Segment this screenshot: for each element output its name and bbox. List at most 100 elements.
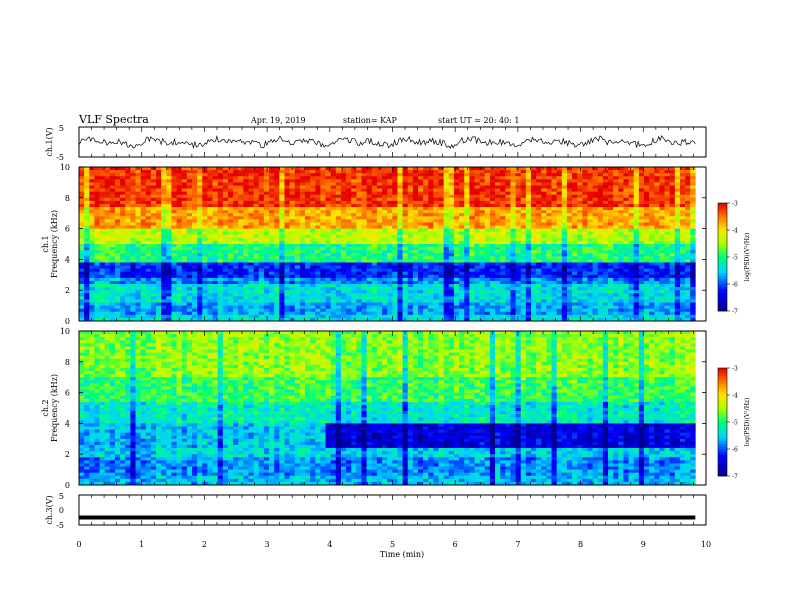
spectrogram-cell [274,228,280,232]
spectrogram-cell [79,253,85,257]
spectrogram-cell [459,203,465,208]
spectrogram-cell [202,259,208,263]
spectrogram-cell [279,185,285,189]
spectrogram-cell [669,179,676,183]
spectrogram-cell [181,210,188,214]
spectrogram-cell [587,277,593,282]
spectrogram-cell [387,185,393,189]
spectrogram-cell [192,259,198,263]
spectrogram-cell [525,234,532,239]
spectrogram-cell [166,179,172,183]
spectrogram-cell [120,182,126,186]
spectrogram-cell [294,274,301,279]
spectrogram-cell [263,268,270,273]
spectrogram-cell [443,277,450,282]
spectrogram-cell [679,247,686,251]
spectrogram-cell [145,185,152,189]
spectrogram-cell [561,185,568,189]
spectrogram-cell [623,253,629,257]
spectrogram-cell [623,197,629,202]
spectrogram-cell [674,262,681,266]
spectrogram-cell [181,290,188,294]
spectrogram-cell [551,290,557,294]
spectrogram-cell [274,293,280,297]
spectrogram-cell [294,173,301,177]
spectrogram-cell [484,259,491,263]
spectrogram-cell [638,234,645,239]
spectrogram-cell [161,240,167,245]
spectrogram-cell [566,213,573,217]
spectrogram-cell [171,259,177,263]
spectrogram-cell [140,170,147,174]
spectrogram-cell [156,210,162,214]
spectrogram-cell [597,268,604,273]
spectrogram-cell [145,231,152,236]
spectrogram-cell [109,222,116,226]
spectrogram-cell [89,182,95,186]
spectrogram-cell [654,244,660,248]
spectrogram-cell [253,287,260,291]
spectrogram-cell [243,240,249,245]
spectrogram-cell [690,197,696,202]
spectrogram-cell [120,280,126,285]
spectrogram-cell [320,265,326,269]
spectrogram-cell [608,179,614,183]
spectrogram-cell [130,262,136,266]
spectrogram-cell [346,274,352,279]
spectrogram-cell [222,244,229,248]
spectrogram-cell [397,182,403,186]
spectrogram-cell [643,188,650,192]
spectrogram-cell [597,191,604,196]
spectrogram-cell [371,253,378,257]
spectrogram-cell [258,253,265,257]
spectrogram-cell [166,274,172,279]
spectrogram-cell [597,259,604,263]
spectrogram-cell [150,237,157,242]
spectrogram-cell [340,203,347,208]
spectrogram-cell [412,231,419,236]
spectrogram-cell [392,265,398,269]
spectrogram-cell [371,185,378,189]
spectrogram-cell [453,188,460,192]
spectrogram-cell [479,225,486,229]
spectrogram-cell [289,176,296,180]
spectrogram-cell [690,274,696,279]
spectrogram-cell [433,290,439,294]
spectrogram-cell [315,237,321,242]
spectrogram-cell [156,237,162,242]
spectrogram-cell [556,225,563,229]
spectrogram-cell [171,222,177,226]
spectrogram-cell [412,203,419,208]
spectrogram-cell [633,179,640,183]
spectrogram-cell [84,231,90,236]
spectrogram-cell [669,210,676,214]
spectrogram-cell [371,219,378,223]
spectrogram-cell [546,240,552,245]
spectrogram-cell [315,262,321,266]
spectrogram-cell [654,182,660,186]
spectrogram-cell [315,225,321,229]
spectrogram-cell [145,277,152,282]
spectrogram-cell [299,262,306,266]
spectrogram-cell [525,167,532,171]
spectrogram-cell [310,247,316,251]
spectrogram-cell [428,274,434,279]
spectrogram-cell [407,182,414,186]
spectrogram-cell [330,200,337,205]
spectrogram-cell [109,173,116,177]
spectrogram-cell [643,222,650,226]
spectrogram-cell [279,284,285,288]
spectrogram-cell [166,268,172,273]
spectrogram-cell [500,176,506,180]
spectrogram-cell [484,197,491,202]
spectrogram-cell [94,179,100,183]
spectrogram-cell [685,231,691,236]
spectrogram-cell [541,247,547,251]
spectrogram-cell [592,213,599,217]
spectrogram-cell [530,213,537,217]
spectrogram-cell [227,244,234,248]
spectrogram-cell [258,222,265,226]
spectrogram-cell [299,290,306,294]
spectrogram-cell [387,259,393,263]
spectrogram-cell [674,179,681,183]
